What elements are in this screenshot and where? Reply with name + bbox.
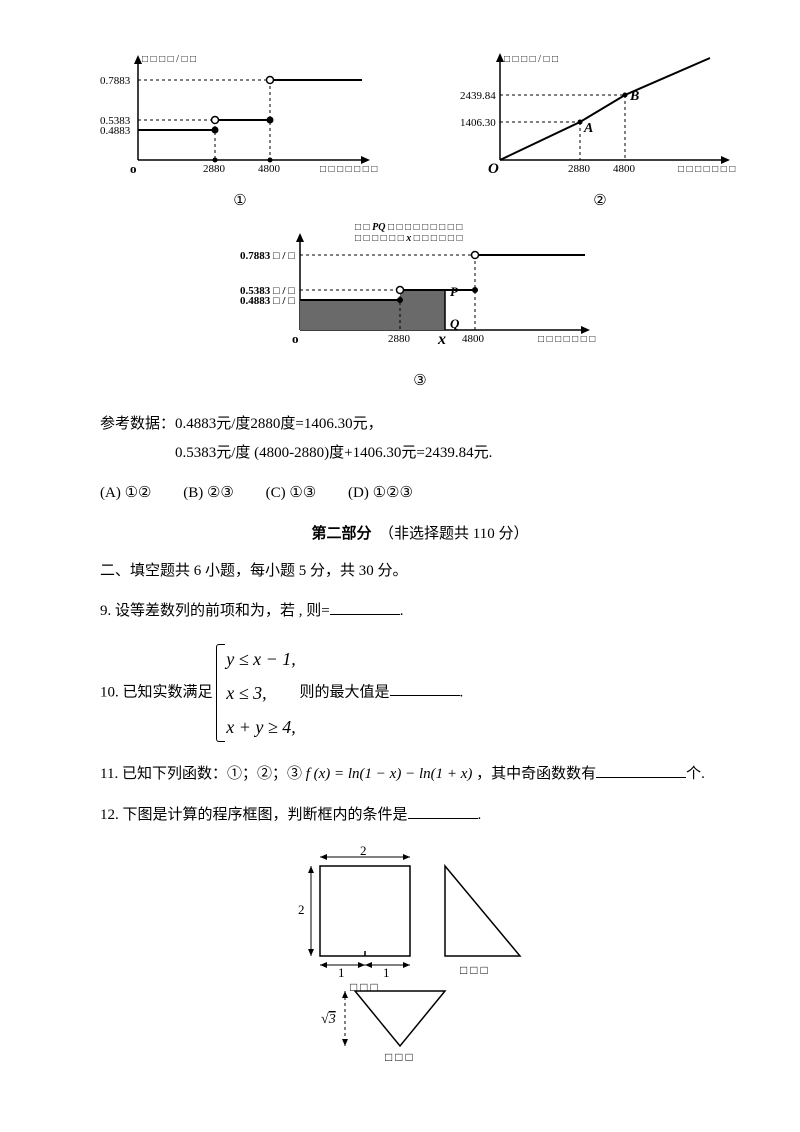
ref-line1: 0.4883元/度2880度=1406.30元， bbox=[175, 416, 383, 432]
x3-4800: 4800 bbox=[462, 333, 485, 345]
q10-c1: y ≤ x − 1, bbox=[226, 642, 296, 676]
q11-fx: f (x) = ln(1 − x) − ln(1 + x) bbox=[306, 766, 473, 782]
q11-post: ，其中奇函数数有 bbox=[472, 766, 596, 782]
q10-c2: x ≤ 3, bbox=[226, 676, 296, 710]
q12-blank[interactable] bbox=[408, 801, 478, 819]
y-1406: 1406.30 bbox=[460, 117, 496, 129]
q10-system: y ≤ x − 1, x ≤ 3, x + y ≥ 4, bbox=[216, 642, 296, 745]
sq-left-dim: 2 bbox=[298, 902, 305, 917]
sq-label: □ □ □ bbox=[350, 980, 378, 994]
chart-3: □ □ PQ □ □ □ □ □ □ □ □ □ □ □ □ □ □ □ x □… bbox=[240, 220, 600, 390]
section-2-title: 二、填空题共 6 小题，每小题 5 分，共 30 分。 bbox=[100, 557, 740, 586]
reference-data: 参考数据：0.4883元/度2880度=1406.30元， 参考数据：0.538… bbox=[100, 410, 740, 467]
chart3-title1: □ □ PQ □ □ □ □ □ □ □ □ □ bbox=[355, 222, 462, 233]
choice-D[interactable]: (D) ①②③ bbox=[348, 479, 413, 508]
chart2-xtitle: □ □ □ □ □ □ □ bbox=[678, 164, 735, 175]
point-A: A bbox=[583, 121, 593, 136]
chart-2: □ □ □ □ / □ □ □ □ □ □ □ □ □ 2439.84 1406… bbox=[460, 50, 740, 210]
q12-text: 12. 下图是计算的程序框图，判断框内的条件是 bbox=[100, 807, 408, 823]
q10-post: 则的最大值是 bbox=[300, 684, 390, 700]
q10-blank[interactable] bbox=[390, 679, 460, 697]
chart-1: □ □ □ □ / □ □ □ □ □ □ □ □ □ 0.7883 0.538… bbox=[100, 50, 380, 210]
chart-3-svg: □ □ PQ □ □ □ □ □ □ □ □ □ □ □ □ □ □ □ x □… bbox=[240, 220, 600, 360]
x-4800: 4800 bbox=[258, 163, 281, 175]
y-0.4883: 0.4883 bbox=[100, 125, 131, 137]
y-0.7883: 0.7883 bbox=[100, 75, 131, 87]
choice-C[interactable]: (C) ①③ bbox=[266, 479, 317, 508]
q11-unit: 个. bbox=[686, 766, 705, 782]
chart3-title2: □ □ □ □ □ □ x □ □ □ □ □ □ bbox=[355, 233, 463, 244]
chart1-xtitle: □ □ □ □ □ □ □ bbox=[320, 164, 377, 175]
sq-b2: 1 bbox=[383, 965, 390, 980]
chart-1-svg: □ □ □ □ / □ □ □ □ □ □ □ □ □ 0.7883 0.538… bbox=[100, 50, 380, 180]
x2-4800: 4800 bbox=[613, 163, 636, 175]
geometry-figures: 2 2 1 1 □ □ □ □ □ □ bbox=[100, 841, 740, 1066]
q11-blank[interactable] bbox=[596, 761, 686, 779]
x3-x: x bbox=[437, 331, 446, 348]
q9-text: 9. 设等差数列的前项和为，若 , 则= bbox=[100, 603, 330, 619]
question-9: 9. 设等差数列的前项和为，若 , 则=. bbox=[100, 597, 740, 626]
chart2-ytitle: □ □ □ □ / □ □ bbox=[504, 54, 558, 65]
tri-label: □ □ □ bbox=[460, 963, 488, 977]
chart-3-label: ③ bbox=[240, 371, 600, 390]
point-Q: Q bbox=[450, 316, 460, 331]
tri2-h: √3 bbox=[321, 1012, 336, 1027]
y-2439: 2439.84 bbox=[460, 90, 496, 102]
chart-1-label: ① bbox=[100, 191, 380, 210]
q10-c3: x + y ≥ 4, bbox=[226, 710, 296, 744]
origin-3: o bbox=[292, 331, 299, 346]
question-11: 11. 已知下列函数：①；②；③ f (x) = ln(1 − x) − ln(… bbox=[100, 760, 740, 789]
q11-pre: 11. 已知下列函数：①；②；③ bbox=[100, 766, 306, 782]
origin-1: o bbox=[130, 161, 137, 176]
sq-top-dim: 2 bbox=[360, 843, 367, 858]
chart3-xtitle: □ □ □ □ □ □ □ bbox=[538, 334, 595, 345]
origin-2: O bbox=[488, 161, 499, 177]
point-P: P bbox=[450, 284, 459, 299]
answer-choices: (A) ①② (B) ②③ (C) ①③ (D) ①②③ bbox=[100, 479, 740, 508]
point-B: B bbox=[629, 89, 639, 104]
part2-heading: 第二部分 （非选择题共 110 分） bbox=[100, 522, 740, 543]
q9-blank[interactable] bbox=[330, 598, 400, 616]
tri2-label: □ □ □ bbox=[385, 1050, 413, 1061]
part2-rest: （非选择题共 110 分） bbox=[372, 526, 529, 542]
sq-b1: 1 bbox=[338, 965, 345, 980]
x2-2880: 2880 bbox=[568, 163, 591, 175]
geom-svg: 2 2 1 1 □ □ □ □ □ □ bbox=[280, 841, 560, 1061]
y3-0.4883: 0.4883 □ / □ bbox=[240, 295, 295, 307]
x3-2880: 2880 bbox=[388, 333, 411, 345]
ref-line2: 0.5383元/度 (4800-2880)度+1406.30元=2439.84元… bbox=[175, 445, 492, 461]
question-10: 10. 已知实数满足 y ≤ x − 1, x ≤ 3, x + y ≥ 4, … bbox=[100, 638, 740, 749]
chart-2-svg: □ □ □ □ / □ □ □ □ □ □ □ □ □ 2439.84 1406… bbox=[460, 50, 740, 180]
part2-bold: 第二部分 bbox=[312, 526, 372, 542]
y3-0.7883: 0.7883 □ / □ bbox=[240, 250, 295, 262]
ref-prefix: 参考数据： bbox=[100, 416, 175, 432]
x-2880: 2880 bbox=[203, 163, 226, 175]
q10-pre: 10. 已知实数满足 bbox=[100, 684, 213, 700]
question-12: 12. 下图是计算的程序框图，判断框内的条件是. bbox=[100, 801, 740, 830]
choice-A[interactable]: (A) ①② bbox=[100, 479, 151, 508]
chart-2-label: ② bbox=[460, 191, 740, 210]
chart1-ytitle: □ □ □ □ / □ □ bbox=[142, 54, 196, 65]
choice-B[interactable]: (B) ②③ bbox=[183, 479, 234, 508]
